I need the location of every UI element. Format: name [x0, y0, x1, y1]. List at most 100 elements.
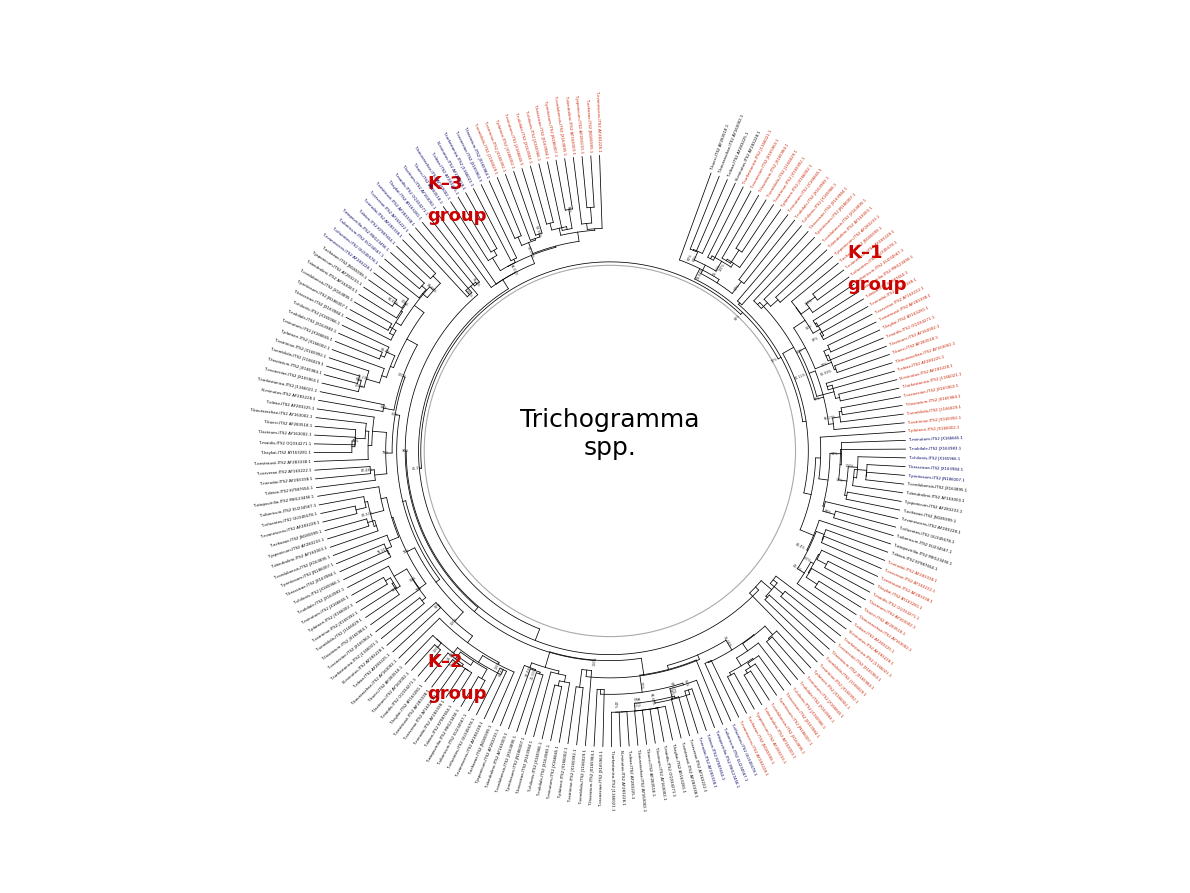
Text: T.atopovirilia-ITS2 MH123456.1: T.atopovirilia-ITS2 MH123456.1 — [342, 208, 389, 252]
Text: 93%: 93% — [734, 313, 741, 321]
Text: 58%: 58% — [355, 377, 362, 382]
Text: 21.33%: 21.33% — [531, 667, 538, 680]
Text: T.sibericum-ITS2 EU234567.1: T.sibericum-ITS2 EU234567.1 — [722, 727, 747, 781]
Text: T.nubilale-ITS2 JX163983.1: T.nubilale-ITS2 JX163983.1 — [298, 588, 345, 615]
Text: T.dendrolimi-ITS2 AY163000.1: T.dendrolimi-ITS2 AY163000.1 — [762, 706, 795, 759]
Text: T.oleae-ITS2 AF283225.1: T.oleae-ITS2 AF283225.1 — [265, 399, 314, 411]
Text: 84%: 84% — [691, 254, 699, 263]
Text: T.oestrausii-ITS2 AF283338.1: T.oestrausii-ITS2 AF283338.1 — [375, 181, 415, 227]
Text: 100%: 100% — [353, 382, 364, 388]
Text: 83%: 83% — [823, 510, 832, 515]
Text: 55.32%: 55.32% — [712, 263, 721, 276]
Text: 52%: 52% — [835, 478, 844, 482]
Text: T.fasciatum-ITS2 JX165984.1: T.fasciatum-ITS2 JX165984.1 — [321, 625, 369, 661]
Text: T.chilonis-ITS2 JX165966.1: T.chilonis-ITS2 JX165966.1 — [527, 742, 544, 792]
Text: N.minutus-ITS2 AF283228.1: N.minutus-ITS2 AF283228.1 — [342, 646, 386, 685]
Text: T.evanescens-ITS2 AF283228.1: T.evanescens-ITS2 AF283228.1 — [595, 91, 601, 152]
Text: T.cordubensis-ITS2 JX163895.1: T.cordubensis-ITS2 JX163895.1 — [822, 197, 868, 243]
Text: T.ostriniae-ITS2 JX165992.1: T.ostriniae-ITS2 JX165992.1 — [275, 338, 326, 359]
Text: 98.4%: 98.4% — [635, 697, 640, 707]
Text: 97.87%: 97.87% — [669, 681, 676, 695]
Text: T.buesi-ITS2 AF283518.1: T.buesi-ITS2 AF283518.1 — [645, 747, 654, 796]
Text: T.maidis-ITS2 OQ034271.1: T.maidis-ITS2 OQ034271.1 — [394, 171, 428, 215]
Text: T.dendrolimi-ITS2 AY163000.1: T.dendrolimi-ITS2 AY163000.1 — [305, 260, 357, 295]
Text: group: group — [847, 276, 907, 294]
Text: 75.32%: 75.32% — [449, 655, 459, 667]
Text: T.atopovirilia-ITS2 MH123456.1: T.atopovirilia-ITS2 MH123456.1 — [860, 255, 914, 291]
Text: T.minutum-ITS2 JX166665.1: T.minutum-ITS2 JX166665.1 — [503, 113, 522, 166]
Text: T.evanescens-ITS2 AF283228.1: T.evanescens-ITS2 AF283228.1 — [845, 230, 896, 270]
Text: T.turkestanica-ITS2 J1166021.1: T.turkestanica-ITS2 J1166021.1 — [902, 372, 962, 389]
Text: 60%: 60% — [392, 412, 399, 417]
Text: T.cacoeciae-ITS2 JX165963.1: T.cacoeciae-ITS2 JX165963.1 — [751, 138, 781, 189]
Text: 100%: 100% — [449, 617, 458, 627]
Text: T.kaykai-ITS2 AY163281.1: T.kaykai-ITS2 AY163281.1 — [390, 683, 425, 724]
Text: T.cordubensis-ITS2 JX163895.1: T.cordubensis-ITS2 JX163895.1 — [274, 555, 331, 580]
Text: 75%: 75% — [351, 439, 359, 443]
Text: 91.06%: 91.06% — [721, 635, 732, 648]
Text: 88%: 88% — [668, 689, 674, 697]
Text: T.platneri-ITS2 JX166002.1: T.platneri-ITS2 JX166002.1 — [280, 329, 330, 350]
Text: 79%: 79% — [382, 451, 389, 455]
Text: 84.85%: 84.85% — [386, 296, 399, 306]
Text: T.oestrausii-ITS2 AF283338.1: T.oestrausii-ITS2 AF283338.1 — [394, 689, 431, 737]
Text: T.achaeae-ITS2 JN185999.1: T.achaeae-ITS2 JN185999.1 — [585, 99, 593, 153]
Text: T.platneri-ITS2 JX166002.1: T.platneri-ITS2 JX166002.1 — [812, 669, 850, 710]
Text: T.kaykai-ITS2 AY163281.1: T.kaykai-ITS2 AY163281.1 — [387, 179, 421, 221]
Text: T.oestrausii-ITS2 AF283338.1: T.oestrausii-ITS2 AF283338.1 — [253, 460, 311, 465]
Text: T.cordubensis-ITS2 JX163895.1: T.cordubensis-ITS2 JX163895.1 — [495, 734, 518, 793]
Text: 80.4%: 80.4% — [499, 665, 507, 677]
Text: T.platneri-ITS2 JX166002.1: T.platneri-ITS2 JX166002.1 — [308, 603, 355, 633]
Text: T.platneri-ITS2 JX166002.1: T.platneri-ITS2 JX166002.1 — [908, 426, 960, 433]
Text: T.dendrolimi-ITS2 AY163000.1: T.dendrolimi-ITS2 AY163000.1 — [486, 731, 509, 788]
Text: T.cordubensis-ITS2 JX163895.1: T.cordubensis-ITS2 JX163895.1 — [553, 96, 566, 155]
Text: T.evanescens-ITS2 AF283228.1: T.evanescens-ITS2 AF283228.1 — [738, 720, 769, 776]
Text: T.pretiosum-ITS2 JN186007.1: T.pretiosum-ITS2 JN186007.1 — [296, 280, 349, 310]
Text: T.japonicum-ITS2 AF283233.1: T.japonicum-ITS2 AF283233.1 — [476, 728, 501, 784]
Text: T.chilonis-ITS2 JX165966.1: T.chilonis-ITS2 JX165966.1 — [524, 111, 540, 161]
Text: T.pretiosum-ITS2 JN186007.1: T.pretiosum-ITS2 JN186007.1 — [815, 193, 858, 237]
Text: T.fasciatum-ITS2 JX165984.1: T.fasciatum-ITS2 JX165984.1 — [758, 143, 790, 194]
Text: T.minutum-ITS2 JX166665.1: T.minutum-ITS2 JX166665.1 — [281, 318, 333, 342]
Text: 94%: 94% — [831, 452, 838, 455]
Text: T.deion-ITS2 KY987654.1: T.deion-ITS2 KY987654.1 — [358, 209, 395, 246]
Text: T.nubilale-ITS2 JX163983.1: T.nubilale-ITS2 JX163983.1 — [795, 175, 831, 219]
Text: T.evanescens-ITS2 AF283228.1: T.evanescens-ITS2 AF283228.1 — [261, 521, 320, 539]
Text: T.ostriniae-ITS2 JX165992.1: T.ostriniae-ITS2 JX165992.1 — [483, 121, 506, 171]
Text: 68.99%: 68.99% — [534, 225, 541, 238]
Text: T.pretiosum-ITS2 JN186007.1: T.pretiosum-ITS2 JN186007.1 — [908, 473, 965, 482]
Text: 23.34%: 23.34% — [446, 649, 457, 662]
Text: T.minutum-ITS2 JX166665.1: T.minutum-ITS2 JX166665.1 — [804, 675, 844, 718]
Text: T.kaykai-ITS2 AY163281.1: T.kaykai-ITS2 AY163281.1 — [671, 743, 685, 793]
Text: T.japonicum-ITS2 AF283233.1: T.japonicum-ITS2 AF283233.1 — [754, 711, 787, 764]
Text: T.nubilale-ITS2 JX163983.1: T.nubilale-ITS2 JX163983.1 — [514, 112, 532, 163]
Text: T.buesi-ITS2 AF283518.1: T.buesi-ITS2 AF283518.1 — [368, 665, 405, 703]
Text: T.japonicum-ITS2 AF283233.1: T.japonicum-ITS2 AF283233.1 — [311, 251, 362, 287]
Text: group: group — [427, 207, 487, 225]
Text: T.semblidis-ITS2 J1166029.1: T.semblidis-ITS2 J1166029.1 — [907, 405, 962, 415]
Text: T.turkestanica-ITS2 J1166021.1: T.turkestanica-ITS2 J1166021.1 — [843, 637, 891, 678]
Text: T.oleae-ITS2 AF283225.1: T.oleae-ITS2 AF283225.1 — [353, 653, 392, 689]
Text: T.japonicum-ITS2 AF283233.1: T.japonicum-ITS2 AF283233.1 — [268, 538, 325, 559]
Text: 91.2%: 91.2% — [471, 277, 481, 288]
Text: 100%: 100% — [464, 288, 474, 298]
Text: T.brassicae-ITS2 JX163984.1: T.brassicae-ITS2 JX163984.1 — [516, 739, 534, 794]
Text: N.minutus-ITS2 AF283228.1: N.minutus-ITS2 AF283228.1 — [619, 750, 625, 805]
Text: T.ostriniae-ITS2 JX165992.1: T.ostriniae-ITS2 JX165992.1 — [312, 611, 359, 643]
Text: T.carverae-ITS2 AY163222.1: T.carverae-ITS2 AY163222.1 — [403, 694, 439, 741]
Text: T.deion-ITS2 KY987654.1: T.deion-ITS2 KY987654.1 — [425, 704, 453, 747]
Text: T.platneri-ITS2 JX166002.1: T.platneri-ITS2 JX166002.1 — [558, 747, 570, 798]
Text: 78%: 78% — [402, 548, 411, 555]
Text: N.minutus-ITS2 AF283228.1: N.minutus-ITS2 AF283228.1 — [261, 388, 315, 402]
Text: T.sibericum-ITS2 EU234567.1: T.sibericum-ITS2 EU234567.1 — [259, 504, 317, 518]
Text: T.japonicum-ITS2 AF283233.1: T.japonicum-ITS2 AF283233.1 — [834, 214, 881, 255]
Text: T.fasciatum-ITS2 JX165984.1: T.fasciatum-ITS2 JX165984.1 — [589, 749, 596, 805]
Text: T.sibericum-ITS2 EU234567.1: T.sibericum-ITS2 EU234567.1 — [856, 248, 906, 284]
Text: N.minutus-ITS2 AF283228.1: N.minutus-ITS2 AF283228.1 — [900, 363, 954, 380]
Text: 44.4%: 44.4% — [791, 563, 802, 573]
Text: T.cordubensis-ITS2 JX163895.1: T.cordubensis-ITS2 JX163895.1 — [770, 702, 806, 755]
Text: 73.29%: 73.29% — [357, 374, 370, 382]
Text: 86.88%: 86.88% — [820, 369, 833, 377]
Text: T.lacteum-ITS2 AY163002.1: T.lacteum-ITS2 AY163002.1 — [653, 747, 666, 800]
Text: T.deion-ITS2 KY987654.1: T.deion-ITS2 KY987654.1 — [264, 486, 313, 496]
